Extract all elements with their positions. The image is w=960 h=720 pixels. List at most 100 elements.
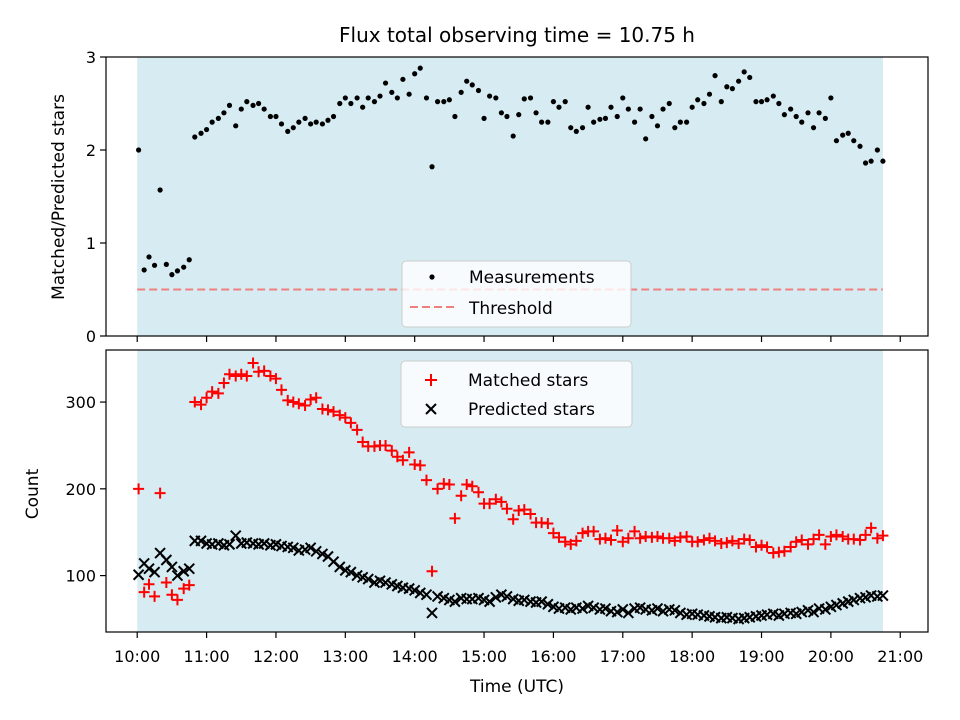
measurement-point [828,95,834,101]
predicted-star-point [542,598,554,610]
measurements-legend-marker [429,274,435,280]
matched-legend-marker [425,374,437,386]
matched-star-point [865,522,877,534]
matched-star-point [189,396,201,408]
count-legend: Matched stars Predicted stars [400,360,633,428]
matched-star-point [258,365,270,377]
measurement-point [643,136,649,142]
matched-star-point [830,529,842,541]
matched-star-point [339,412,351,424]
measurement-point [296,119,302,125]
measurement-point [579,125,586,131]
matched-star-point [270,373,282,385]
measurement-point [608,104,614,110]
matched-star-point [744,534,756,546]
measurement-point [348,100,354,107]
measurement-point [290,125,296,131]
predicted-legend-label: Predicted stars [468,400,595,420]
matched-star-point [351,424,363,436]
measurement-point [833,138,840,144]
measurement-point [573,128,579,134]
matched-star-point [663,532,675,544]
series-measurements [136,65,886,278]
measurement-point [464,78,470,84]
matched-star-point [837,531,849,543]
measurement-point [192,134,198,140]
measurement-point [382,80,389,86]
y-tick-label: 2 [86,141,96,160]
matched-star-point [617,536,629,548]
matched-star-point [473,486,485,498]
measurement-point [215,115,221,121]
measurement-point [660,106,666,112]
measurement-point [770,93,776,99]
predicted-star-point [651,602,664,615]
x-tick-label: 20:00 [808,647,854,666]
matched-star-point [605,534,617,546]
matched-star-point [420,474,432,486]
measurement-point [712,73,718,79]
count-x-axis: 10:00 11:00 12:00 13:00 14:00 15:00 16:00 17:00… [114,632,923,666]
matched-star-point [160,577,172,589]
matched-star-point [275,384,287,396]
measurement-point [562,99,568,105]
predicted-star-point [622,607,635,619]
measurement-point [550,99,557,105]
measurement-point [325,117,331,123]
predicted-star-point [287,542,299,554]
measurement-point [342,95,348,101]
measurement-point [620,95,626,101]
matched-star-point [570,535,582,547]
measurement-point [169,272,175,278]
measurement-point [741,69,747,75]
matched-star-point [293,398,305,410]
measurement-point [568,125,574,131]
matched-star-point [206,386,218,398]
predicted-star-point [599,602,612,615]
measurement-point [354,95,360,101]
measurement-point [799,119,805,125]
predicted-star-point [230,529,242,542]
x-tick-label: 13:00 [322,647,368,666]
x-tick-label: 19:00 [738,647,784,666]
matched-legend-label: Matched stars [468,371,588,391]
measurement-point [649,113,655,120]
predicted-star-point [426,607,438,619]
measurement-point [677,119,683,125]
matched-star-point [449,512,461,524]
matched-star-point [721,537,733,549]
measurement-point [203,126,210,133]
predicted-star-point [611,606,623,618]
measurement-point [631,119,638,125]
predicted-star-point [345,566,357,578]
measurement-point [816,110,822,116]
measurement-point [516,112,522,118]
matched-star-point [310,392,322,404]
ratio-panel-frame [105,56,929,337]
matched-star-point [547,527,559,539]
ratio-x-ticks [136,336,901,342]
predicted-star-point [807,606,820,618]
measurement-point [527,95,534,101]
measurement-point [441,99,447,105]
measurement-point [602,115,609,121]
measurement-point [874,147,880,153]
matched-star-point [414,459,426,471]
measurement-point [261,106,267,112]
matched-star-point [808,533,820,545]
matched-star-point [282,394,294,406]
measurement-point [469,82,475,88]
matched-star-point [490,493,502,505]
measurement-point [880,158,886,164]
matched-star-point [819,538,831,550]
measurement-point [163,261,169,267]
x-tick-label: 15:00 [461,647,507,666]
predicted-star-point [223,538,236,551]
matched-star-point [201,392,213,404]
chart-title: Flux total observing time = 10.75 h [339,23,695,47]
matched-star-point [756,539,768,551]
matched-star-point [796,534,808,546]
y-tick-label: 3 [86,48,96,67]
measurement-point [400,76,406,82]
matched-star-point [397,454,409,466]
